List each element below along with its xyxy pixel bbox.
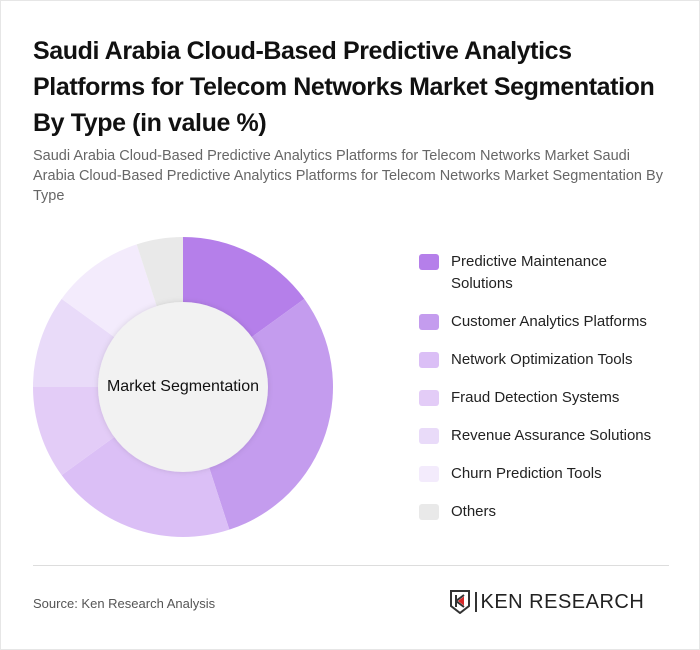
donut-chart xyxy=(33,237,333,537)
donut-hole xyxy=(98,302,268,472)
legend-item-others[interactable]: Others xyxy=(419,501,689,523)
footer-divider xyxy=(33,565,669,566)
legend-swatch xyxy=(419,466,439,482)
legend-swatch xyxy=(419,352,439,368)
legend-label: Fraud Detection Systems xyxy=(451,389,620,406)
legend-label: Predictive Maintenance Solutions xyxy=(451,253,607,292)
legend-item-revenue-assurance[interactable]: Revenue Assurance Solutions xyxy=(419,425,689,447)
legend-item-predictive-maintenance[interactable]: Predictive Maintenance Solutions xyxy=(419,251,689,295)
source-note: Source: Ken Research Analysis xyxy=(33,596,216,611)
logo-text: KEN RESEARCH xyxy=(480,590,645,613)
legend-swatch xyxy=(419,390,439,406)
legend-item-customer-analytics[interactable]: Customer Analytics Platforms xyxy=(419,311,689,333)
chart-legend: Predictive Maintenance Solutions Custome… xyxy=(419,251,689,539)
ken-research-logo: KEN RESEARCH xyxy=(449,590,644,614)
legend-swatch xyxy=(419,314,439,330)
legend-swatch xyxy=(419,428,439,444)
legend-label: Network Optimization Tools xyxy=(451,351,633,368)
legend-label: Others xyxy=(451,503,497,520)
legend-label: Churn Prediction Tools xyxy=(451,465,602,482)
chart-subtitle: Saudi Arabia Cloud-Based Predictive Anal… xyxy=(33,148,663,204)
ken-research-logo-icon xyxy=(450,590,470,614)
logo-separator xyxy=(475,592,477,612)
page-title: Saudi Arabia Cloud-Based Predictive Anal… xyxy=(33,37,655,137)
legend-swatch xyxy=(419,504,439,520)
legend-swatch xyxy=(419,254,439,270)
legend-item-churn-prediction[interactable]: Churn Prediction Tools xyxy=(419,463,689,485)
legend-label: Revenue Assurance Solutions xyxy=(451,427,652,444)
legend-item-network-optimization[interactable]: Network Optimization Tools xyxy=(419,349,689,371)
legend-label: Customer Analytics Platforms xyxy=(451,313,647,330)
legend-item-fraud-detection[interactable]: Fraud Detection Systems xyxy=(419,387,689,409)
